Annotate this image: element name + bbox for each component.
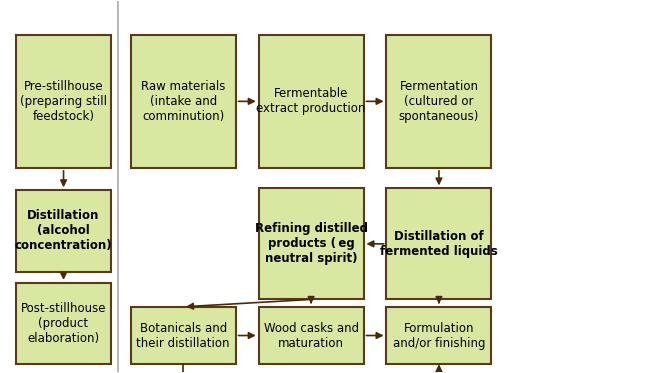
FancyBboxPatch shape <box>16 190 111 272</box>
Text: Raw materials
(intake and
comminution): Raw materials (intake and comminution) <box>141 80 226 123</box>
FancyBboxPatch shape <box>387 188 492 300</box>
FancyBboxPatch shape <box>387 35 492 168</box>
FancyBboxPatch shape <box>131 307 236 364</box>
Text: Pre-stillhouse
(preparing still
feedstock): Pre-stillhouse (preparing still feedstoc… <box>20 80 107 123</box>
Text: Botanicals and
their distillation: Botanicals and their distillation <box>137 322 230 350</box>
Text: Fermentable
extract production: Fermentable extract production <box>256 87 366 115</box>
FancyBboxPatch shape <box>259 307 364 364</box>
Text: Post-stillhouse
(product
elaboration): Post-stillhouse (product elaboration) <box>21 302 106 345</box>
Text: Refining distilled
products ( eg
neutral spirit): Refining distilled products ( eg neutral… <box>255 222 368 265</box>
FancyArrowPatch shape <box>183 364 442 373</box>
Text: Distillation
(alcohol
concentration): Distillation (alcohol concentration) <box>15 209 112 253</box>
Text: Wood casks and
maturation: Wood casks and maturation <box>263 322 358 350</box>
Text: Formulation
and/or finishing: Formulation and/or finishing <box>393 322 485 350</box>
FancyBboxPatch shape <box>16 283 111 364</box>
FancyBboxPatch shape <box>259 188 364 300</box>
FancyBboxPatch shape <box>16 35 111 168</box>
FancyBboxPatch shape <box>259 35 364 168</box>
FancyBboxPatch shape <box>131 35 236 168</box>
FancyBboxPatch shape <box>387 307 492 364</box>
Text: Fermentation
(cultured or
spontaneous): Fermentation (cultured or spontaneous) <box>399 80 479 123</box>
Text: Distillation of
fermented liquids: Distillation of fermented liquids <box>380 230 498 258</box>
